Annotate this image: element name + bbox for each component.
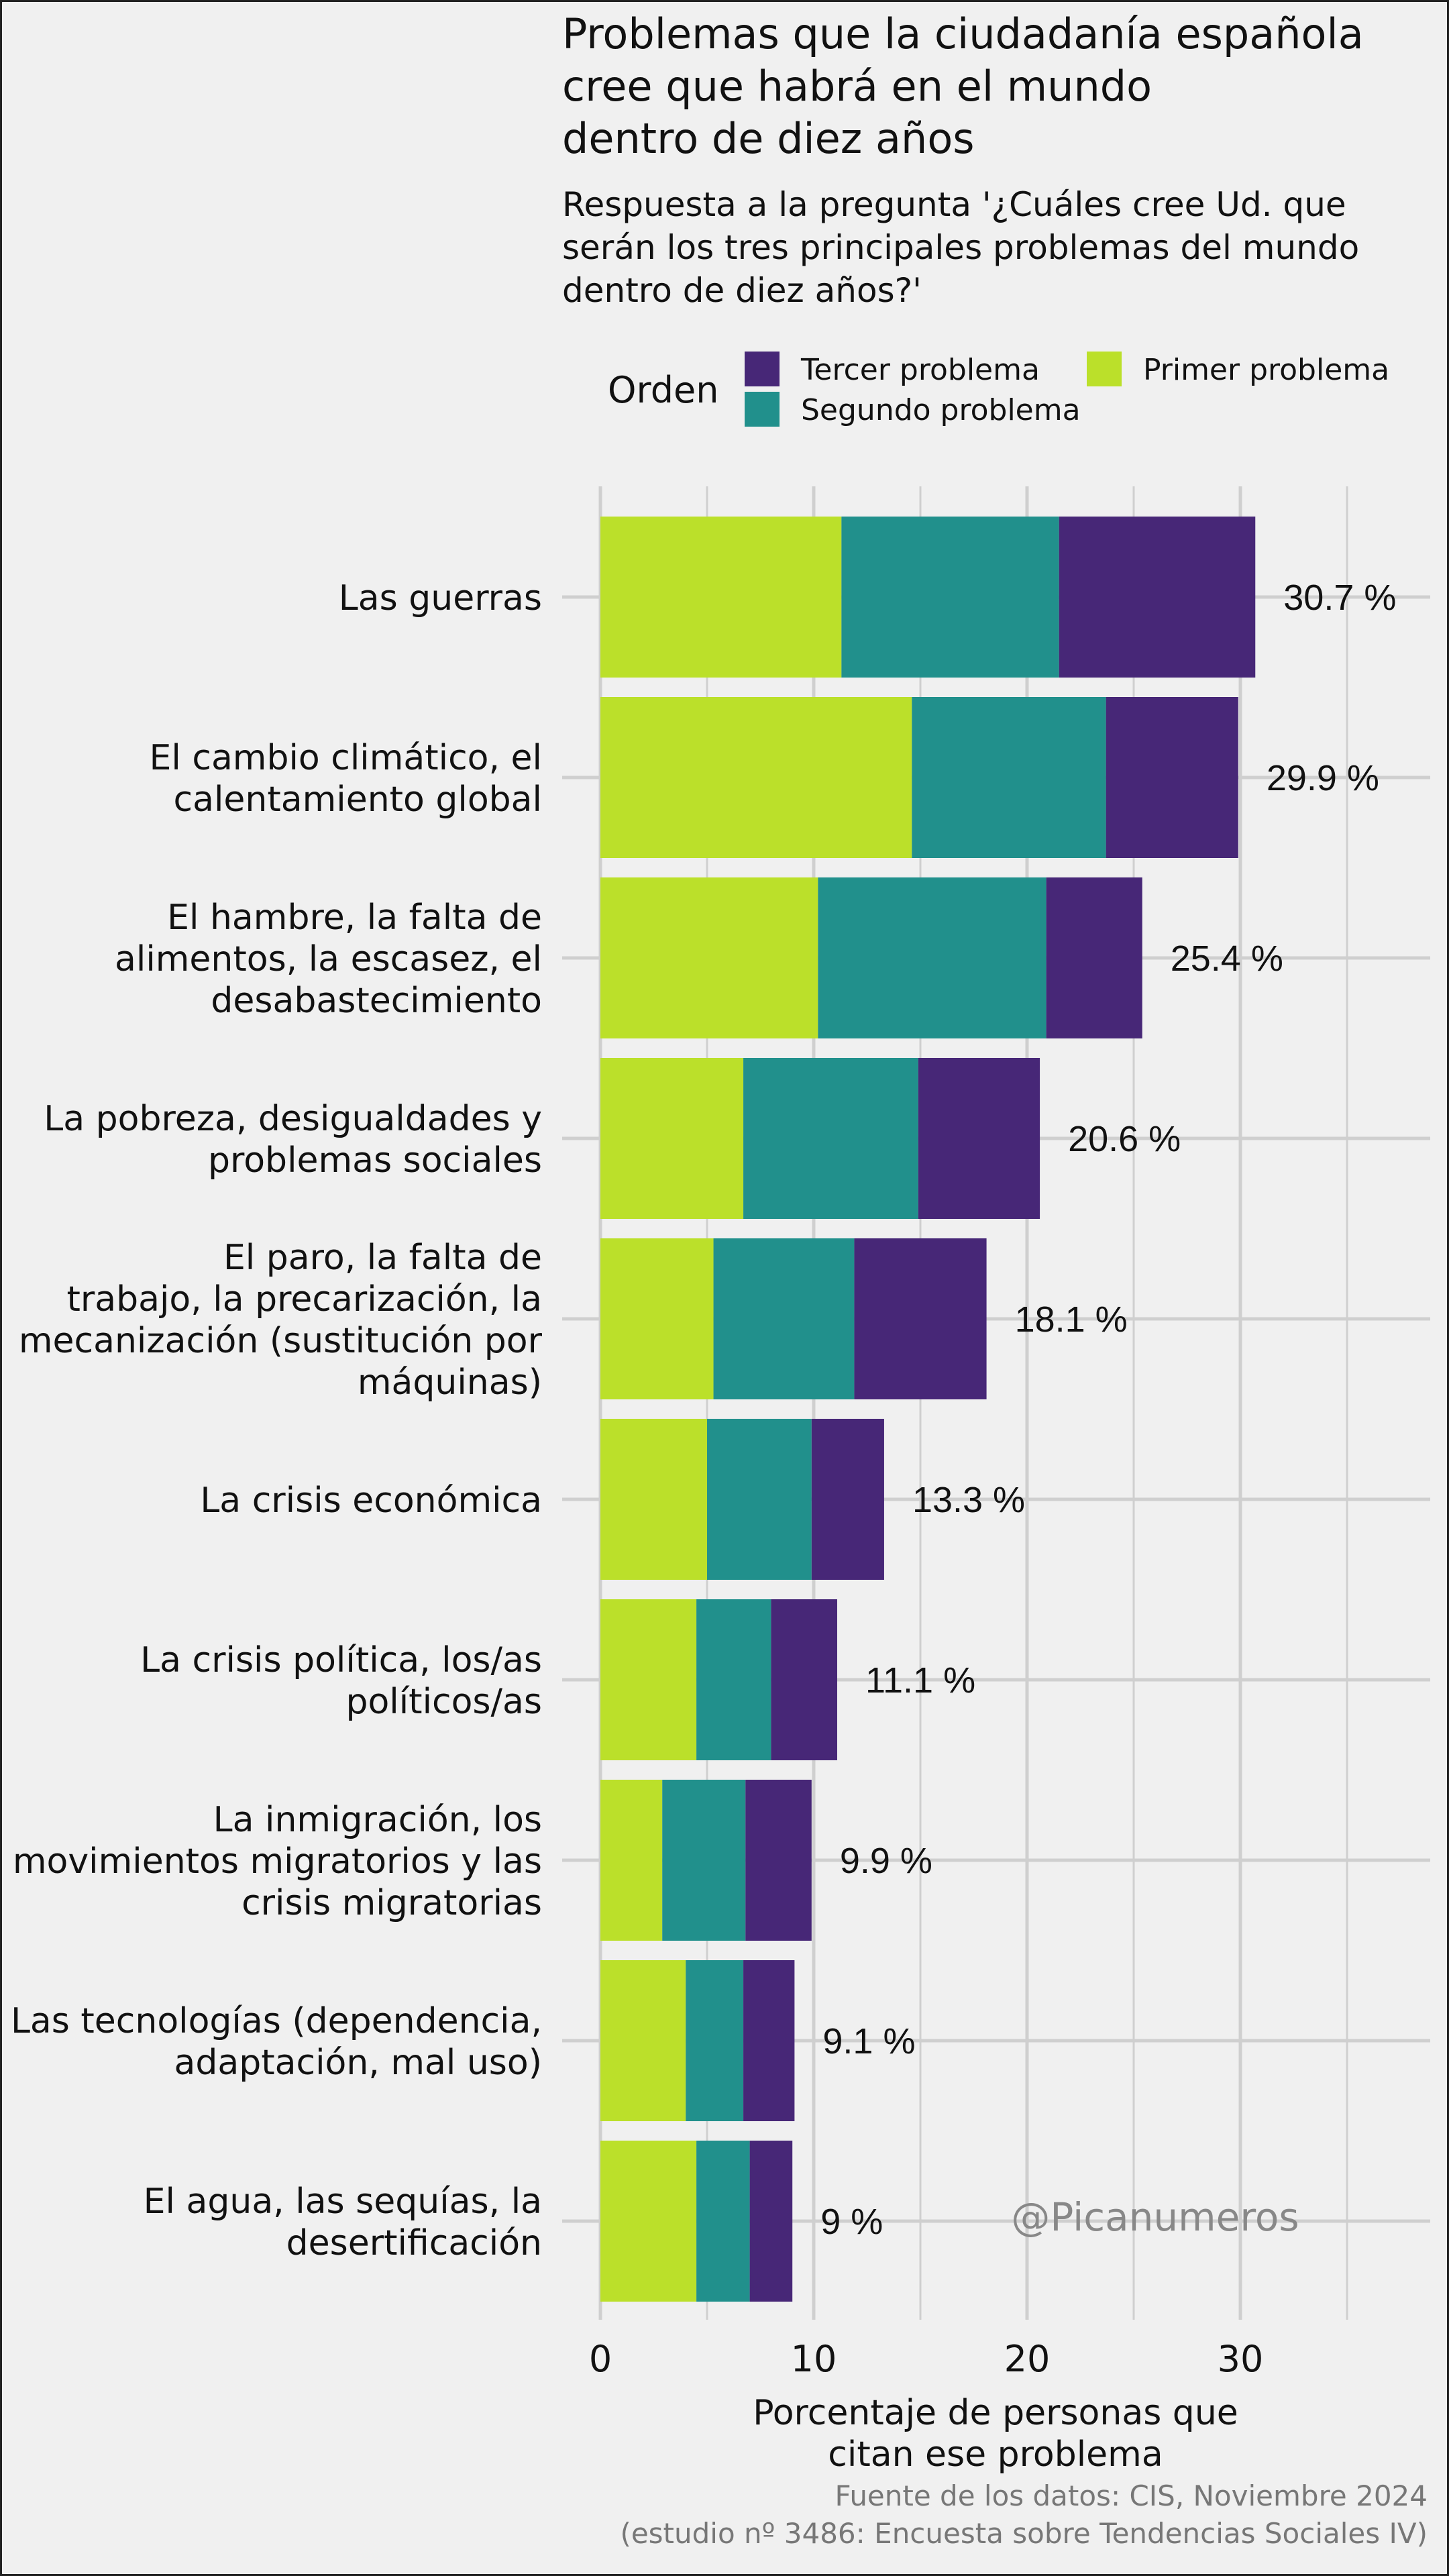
- title-line: Problemas que la ciudadanía española: [562, 9, 1364, 58]
- bar-segment-1: [600, 1780, 663, 1941]
- category-label: adaptación, mal uso): [174, 2043, 542, 2083]
- bar-segment-3: [1059, 517, 1256, 678]
- bar-segment-2: [686, 1960, 744, 2121]
- total-label: 9 %: [820, 2202, 883, 2242]
- category-label: La crisis económica: [200, 1481, 542, 1521]
- bar-segment-1: [600, 1058, 744, 1219]
- total-label: 9.9 %: [840, 1841, 932, 1881]
- category-label: desabastecimiento: [211, 981, 542, 1021]
- bar-segment-3: [854, 1238, 987, 1399]
- category-label: movimientos migratorios y las: [13, 1841, 542, 1882]
- legend: Orden Tercer problema Segundo problema Prim…: [608, 352, 1389, 427]
- subtitle-line: serán los tres principales problemas del…: [562, 228, 1359, 267]
- bar-segment-2: [818, 877, 1046, 1038]
- bar-segment-1: [600, 1599, 697, 1760]
- legend-label: Segundo problema: [801, 393, 1081, 427]
- category-label: La pobreza, desigualdades y: [44, 1099, 542, 1139]
- bar-segment-1: [600, 1419, 707, 1580]
- bar-segment-1: [600, 697, 912, 858]
- bar-segment-3: [918, 1058, 1040, 1219]
- category-label: calentamiento global: [174, 780, 542, 820]
- x-tick-label: 20: [1004, 2338, 1051, 2380]
- category-label: crisis migratorias: [241, 1883, 542, 1923]
- total-label: 25.4 %: [1171, 938, 1283, 979]
- bar-segment-1: [600, 1238, 714, 1399]
- bar-segment-2: [696, 2141, 750, 2302]
- legend-swatch-1: [745, 352, 780, 386]
- bar-segment-1: [600, 877, 818, 1038]
- total-labels: 30.7 % 29.9 % 25.4 % 20.6 % 18.1 % 13.3 % 11.1…: [820, 578, 1396, 2242]
- x-tick-label: 10: [791, 2338, 837, 2380]
- x-axis-label: Porcentaje de personas que: [753, 2393, 1238, 2433]
- bar-segment-2: [707, 1419, 812, 1580]
- category-label: alimentos, la escasez, el: [115, 939, 542, 979]
- legend-swatch-3: [1087, 352, 1122, 386]
- legend-label: Primer problema: [1143, 353, 1389, 387]
- total-label: 18.1 %: [1015, 1299, 1128, 1340]
- category-label: El agua, las sequías, la: [144, 2182, 542, 2222]
- caption-line: (estudio nº 3486: Encuesta sobre Tendenc…: [620, 2517, 1428, 2550]
- category-label: El hambre, la falta de: [167, 898, 542, 938]
- caption: Fuente de los datos: CIS, Noviembre 2024…: [620, 2479, 1428, 2550]
- category-label: La inmigración, los: [213, 1800, 542, 1840]
- bar-segment-1: [600, 2141, 697, 2302]
- chart-title: Problemas que la ciudadanía españolacree…: [562, 9, 1364, 163]
- total-label: 13.3 %: [912, 1480, 1025, 1520]
- category-label: El cambio climático, el: [150, 738, 542, 778]
- y-axis-labels: Las guerras El cambio climático, elcalent…: [11, 578, 543, 2263]
- bar-segment-3: [811, 1419, 884, 1580]
- bar-segment-2: [841, 517, 1059, 678]
- total-label: 9.1 %: [822, 2021, 915, 2061]
- category-label: La crisis política, los/as: [140, 1640, 542, 1680]
- legend-swatch-2: [745, 392, 780, 427]
- bar-segment-3: [771, 1599, 837, 1760]
- bar-segment-3: [749, 2141, 793, 2302]
- watermark: @Picanumeros: [1011, 2194, 1299, 2240]
- total-label: 29.9 %: [1267, 758, 1379, 798]
- category-label: trabajo, la precarización, la: [66, 1279, 542, 1320]
- bar-segment-2: [696, 1599, 771, 1760]
- bar-segment-3: [743, 1960, 795, 2121]
- bar-segment-2: [912, 697, 1106, 858]
- bar-segment-3: [1046, 877, 1142, 1038]
- bar-segment-3: [745, 1780, 812, 1941]
- x-tick-label: 30: [1218, 2338, 1264, 2380]
- x-tick-label: 0: [589, 2338, 612, 2380]
- category-label: Las tecnologías (dependencia,: [11, 2001, 542, 2041]
- bar-segment-2: [713, 1238, 855, 1399]
- caption-line: Fuente de los datos: CIS, Noviembre 2024: [835, 2479, 1428, 2512]
- total-label: 20.6 %: [1068, 1119, 1181, 1159]
- title-line: dentro de diez años: [562, 114, 975, 163]
- category-label: políticos/as: [345, 1682, 542, 1722]
- category-label: Las guerras: [339, 578, 542, 619]
- category-label: máquinas): [358, 1362, 542, 1403]
- bar-segment-2: [743, 1058, 918, 1219]
- category-label: mecanización (sustitución por: [19, 1321, 543, 1361]
- category-label: El paro, la falta de: [223, 1238, 542, 1278]
- legend-title: Orden: [608, 369, 718, 411]
- bar-segment-3: [1106, 697, 1238, 858]
- title-line: cree que habrá en el mundo: [562, 62, 1152, 111]
- legend-label: Tercer problema: [800, 353, 1040, 387]
- bar-segment-2: [662, 1780, 746, 1941]
- total-label: 30.7 %: [1283, 578, 1396, 618]
- bar-segment-1: [600, 517, 842, 678]
- subtitle-line: Respuesta a la pregunta '¿Cuáles cree Ud…: [562, 185, 1346, 224]
- chart-subtitle: Respuesta a la pregunta '¿Cuáles cree Ud…: [562, 185, 1359, 310]
- x-axis-label: citan ese problema: [828, 2434, 1163, 2475]
- bars: [600, 517, 1256, 2302]
- subtitle-line: dentro de diez años?': [562, 271, 922, 310]
- category-label: desertificación: [286, 2223, 542, 2263]
- category-label: problemas sociales: [208, 1140, 542, 1181]
- total-label: 11.1 %: [865, 1660, 975, 1701]
- bar-segment-1: [600, 1960, 686, 2121]
